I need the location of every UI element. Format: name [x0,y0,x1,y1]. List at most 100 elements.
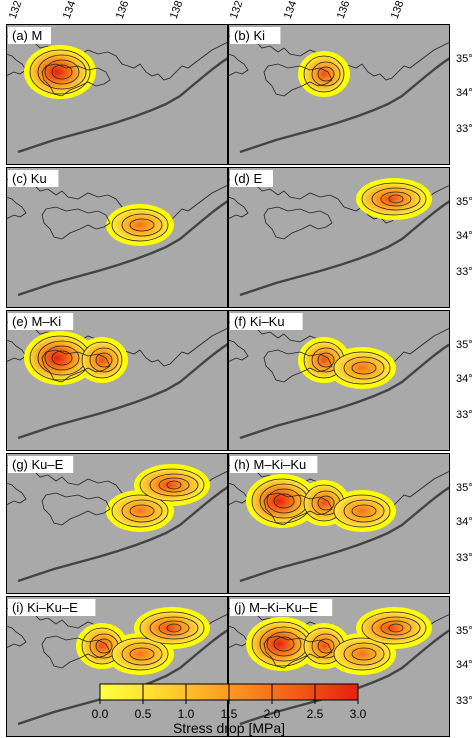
colorbar-segment [143,684,186,700]
panel-label-bg [8,456,74,473]
stress-contour [149,473,199,497]
panel-frame [6,453,228,594]
shikoku-coastline [263,635,333,669]
stress-contour [343,356,385,380]
nankai-trough [239,629,450,726]
kyushu-coastline [6,625,27,649]
nankai-trough [239,343,450,440]
lat-tick-label: 35° [456,339,473,351]
colorbar-tick-label: 2.5 [307,707,324,721]
panel-frame [228,453,450,594]
panel-label-bg [8,27,51,44]
colorbar-tick-label: 3.0 [350,707,367,721]
lat-tick-label: 33° [456,266,473,278]
panel-label: (h) M–Ki–Ku [234,457,306,472]
nankai-trough [239,57,450,154]
stress-contour [371,616,421,640]
colorbar-segment [229,684,272,700]
lon-tick-label: 136° [114,0,133,21]
panel-label: (i) Ki–Ku–E [12,600,78,615]
stress-contour [380,191,412,207]
lat-tick-label: 34° [456,373,473,385]
lon-tick-label: 132° [228,0,247,21]
stress-contour [129,218,155,232]
panel-frame [228,310,450,451]
colorbar-segment [100,684,143,700]
map-panel: (i) Ki–Ku–E [6,596,228,737]
map-panel: (b) Ki [228,24,450,165]
stress-patch [361,611,427,645]
stress-patch [303,55,345,93]
panel-label-bg [230,170,273,187]
lat-tick-label: 35° [456,482,473,494]
map-panel: (e) M–Ki [6,310,228,451]
map-panel: (a) M [6,24,228,165]
kyushu-coastline [228,339,249,363]
lon-tick-labels: 132° 134° 136° 138° 132° 134° 136° 138° [7,0,408,21]
map-panels: (a) M (b) Ki (c) Ku (d) E (e) M–Ki (f) Ki–Ku (… [6,24,450,737]
panel-label-bg [230,313,303,330]
colorbar-tick-label: 1.0 [178,707,195,721]
colorbar-title: Stress drop [MPa] [173,720,285,736]
shikoku-coastline [263,492,333,526]
stress-contour [121,213,163,237]
shikoku-coastline [263,206,333,240]
nankai-trough [17,343,228,440]
lat-tick-label: 35° [456,625,473,637]
stress-contour [388,194,404,204]
colorbar-tick-label: 2.0 [264,707,281,721]
stress-patch [139,468,205,502]
panel-label-bg [8,599,96,616]
lon-tick-label: 132° [7,0,26,21]
stress-patch [251,621,313,667]
panel-label-bg [230,599,333,616]
panel-label: (a) M [12,28,42,43]
stress-contour [37,54,87,90]
stress-contour [351,647,377,661]
panel-frame [228,596,450,737]
map-panel: (c) Ku [6,167,228,308]
lat-tick-labels: 35° 34° 33° 35° 34° 33° 35° 34° 33° 35° 34° 33° 35° 3… [456,53,473,707]
lat-tick-label: 33° [456,123,473,135]
stress-patch [361,182,427,216]
colorbar-tick-label: 1.5 [221,707,238,721]
stress-contour [129,504,155,518]
shikoku-coastline [41,635,111,669]
stress-contour [317,495,335,511]
lat-tick-label: 35° [456,53,473,65]
stress-contour [343,499,385,523]
shikoku-coastline [263,63,333,97]
stress-contour [351,361,377,375]
kyushu-coastline [228,53,249,77]
panel-label: (c) Ku [12,171,47,186]
stress-patch [139,611,205,645]
panel-frame [6,167,228,308]
honshu-coastline [228,24,450,81]
stress-contour [95,638,113,654]
stress-contour [158,477,190,493]
panel-label-bg [230,27,281,44]
map-panel: (f) Ki–Ku [228,310,450,451]
stress-contour [266,488,302,514]
nankai-trough [239,200,450,297]
stress-contour [129,647,155,661]
stress-contour [158,620,190,636]
panel-frame [6,24,228,165]
panel-label-bg [230,456,318,473]
panel-label: (e) M–Ki [12,314,61,329]
stress-contour [149,616,199,640]
map-panel: (g) Ku–E [6,453,228,594]
lat-tick-label: 34° [456,659,473,671]
stress-contour [273,493,295,509]
shikoku-coastline [263,349,333,383]
stress-contour [317,352,335,368]
lon-tick-label: 134° [61,0,80,21]
panel-label: (g) Ku–E [12,457,64,472]
lat-tick-label: 34° [456,230,473,242]
panel-label: (f) Ki–Ku [234,314,285,329]
shikoku-coastline [41,63,111,97]
stress-contour [51,350,73,366]
lon-tick-label: 136° [335,0,354,21]
panel-label: (b) Ki [234,28,265,43]
